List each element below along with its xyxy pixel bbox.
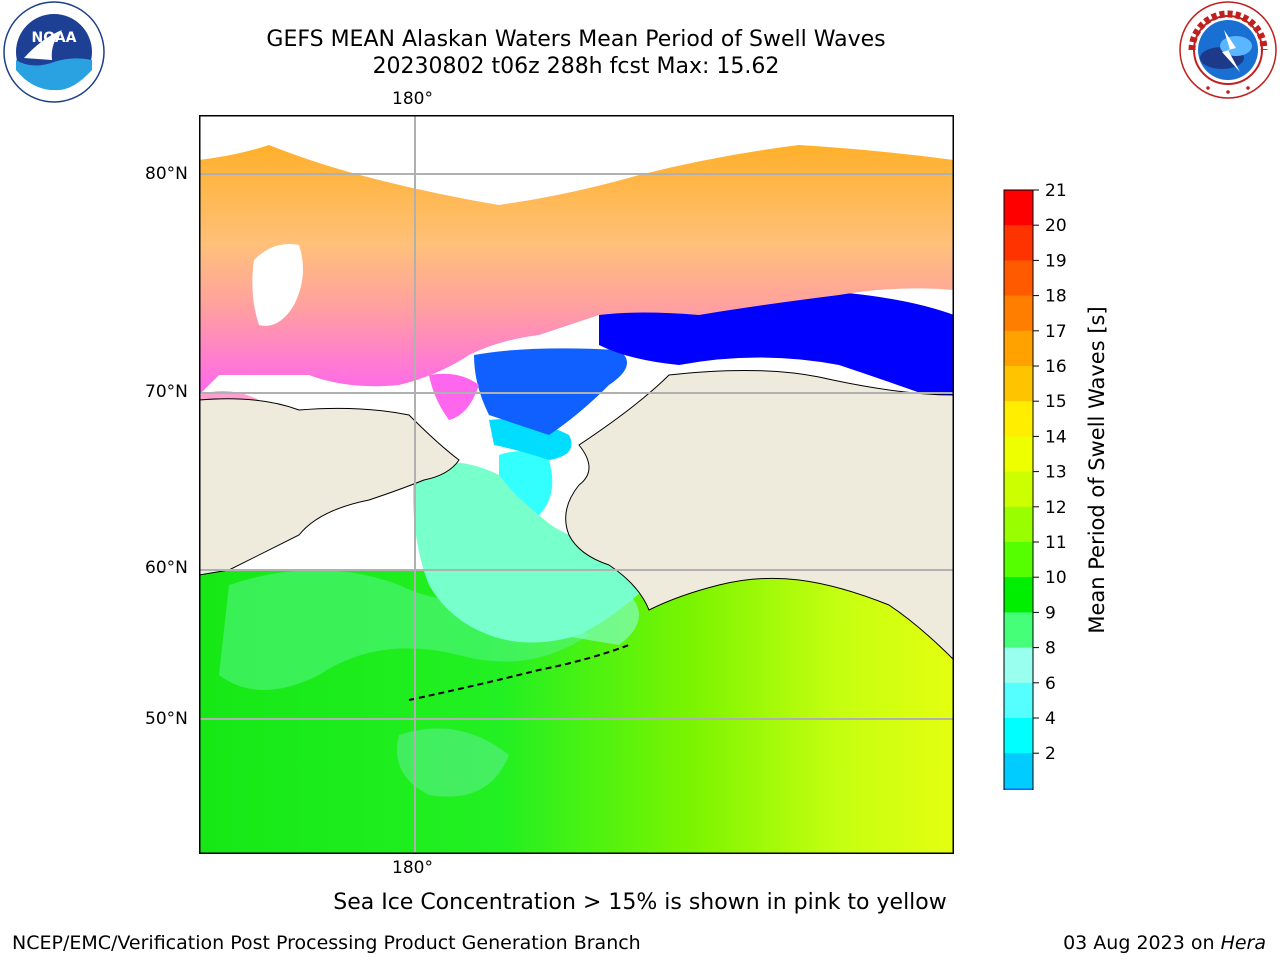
colorbar-segment — [1004, 330, 1033, 367]
lon-label-top: 180° — [392, 89, 433, 109]
map-panel — [199, 115, 954, 854]
colorbar-tick-label: 21 — [1045, 181, 1067, 201]
colorbar-tick-label: 2 — [1045, 744, 1056, 764]
alaska-land — [565, 369, 954, 661]
colorbar-label: Mean Period of Swell Waves [s] — [1085, 306, 1109, 634]
colorbar-tick-label: 4 — [1045, 709, 1056, 729]
footer-date: 03 Aug 2023 on Hera — [1063, 932, 1266, 954]
aleutian-islands — [408, 644, 630, 701]
colorbar-tick-label: 16 — [1045, 357, 1067, 377]
colorbar-tick-label: 12 — [1045, 498, 1067, 518]
colorbar-segment — [1004, 366, 1033, 402]
colorbar-segment — [1004, 647, 1033, 684]
colorbar-segment — [1004, 190, 1033, 226]
map-border — [199, 115, 954, 854]
lat-label-50: 50°N — [145, 709, 188, 729]
lat-label-70: 70°N — [145, 382, 188, 402]
colorbar-segment — [1004, 682, 1033, 719]
lat-label-80: 80°N — [145, 164, 188, 184]
map-title: GEFS MEAN Alaskan Waters Mean Period of … — [266, 27, 886, 52]
lon-label-bottom: 180° — [392, 858, 433, 878]
colorbar-segment — [1004, 225, 1033, 261]
colorbar-segment — [1004, 260, 1033, 297]
colorbar-tick-label: 9 — [1045, 603, 1056, 623]
colorbar-svg: 21 20 19 18 17 16 15 14 13 12 11 10 9 8 6 4 2 — [1003, 181, 1067, 852]
colorbar-segment — [1004, 577, 1033, 613]
lat-label-60: 60°N — [145, 558, 188, 578]
colorbar-tick-label: 15 — [1045, 392, 1067, 412]
siberia-land — [199, 398, 460, 576]
colorbar-segment — [1004, 401, 1033, 437]
colorbar-tick-label: 13 — [1045, 463, 1067, 483]
colorbar-segment — [1004, 471, 1033, 508]
colorbar-segment — [1004, 506, 1033, 543]
noaa-logo: NOAA — [3, 1, 105, 103]
colorbar-tick-label: 11 — [1045, 533, 1067, 553]
colorbar-tick-label: 17 — [1045, 322, 1067, 342]
colorbar-segment — [1004, 612, 1033, 649]
sea-ice-footnote: Sea Ice Concentration > 15% is shown in … — [333, 890, 947, 915]
nws-logo — [1179, 1, 1277, 99]
colorbar-tick-label: 10 — [1045, 568, 1067, 588]
colorbar-segment — [1004, 436, 1033, 473]
map-subtitle: 20230802 t06z 288h fcst Max: 15.62 — [372, 54, 780, 79]
colorbar-tick-label: 14 — [1045, 427, 1067, 447]
colorbar-tick-label: 19 — [1045, 251, 1067, 271]
svg-text:NOAA: NOAA — [32, 30, 77, 46]
colorbar-segment — [1004, 788, 1033, 825]
colorbar-segment — [1004, 753, 1033, 789]
colorbar-tick-label: 18 — [1045, 287, 1067, 307]
colorbar-tick-label: 6 — [1045, 674, 1056, 694]
map-grid — [199, 115, 954, 854]
colorbar-tick-label: 8 — [1045, 639, 1056, 659]
colorbar-tick-label: 20 — [1045, 216, 1067, 236]
colorbar: 21 20 19 18 17 16 15 14 13 12 11 10 9 8 6 4 2 — [996, 180, 1106, 852]
colorbar-segment — [1004, 295, 1033, 332]
colorbar-segment — [1004, 542, 1033, 578]
footer-credit: NCEP/EMC/Verification Post Processing Pr… — [12, 932, 641, 954]
colorbar-segment — [1004, 718, 1033, 754]
